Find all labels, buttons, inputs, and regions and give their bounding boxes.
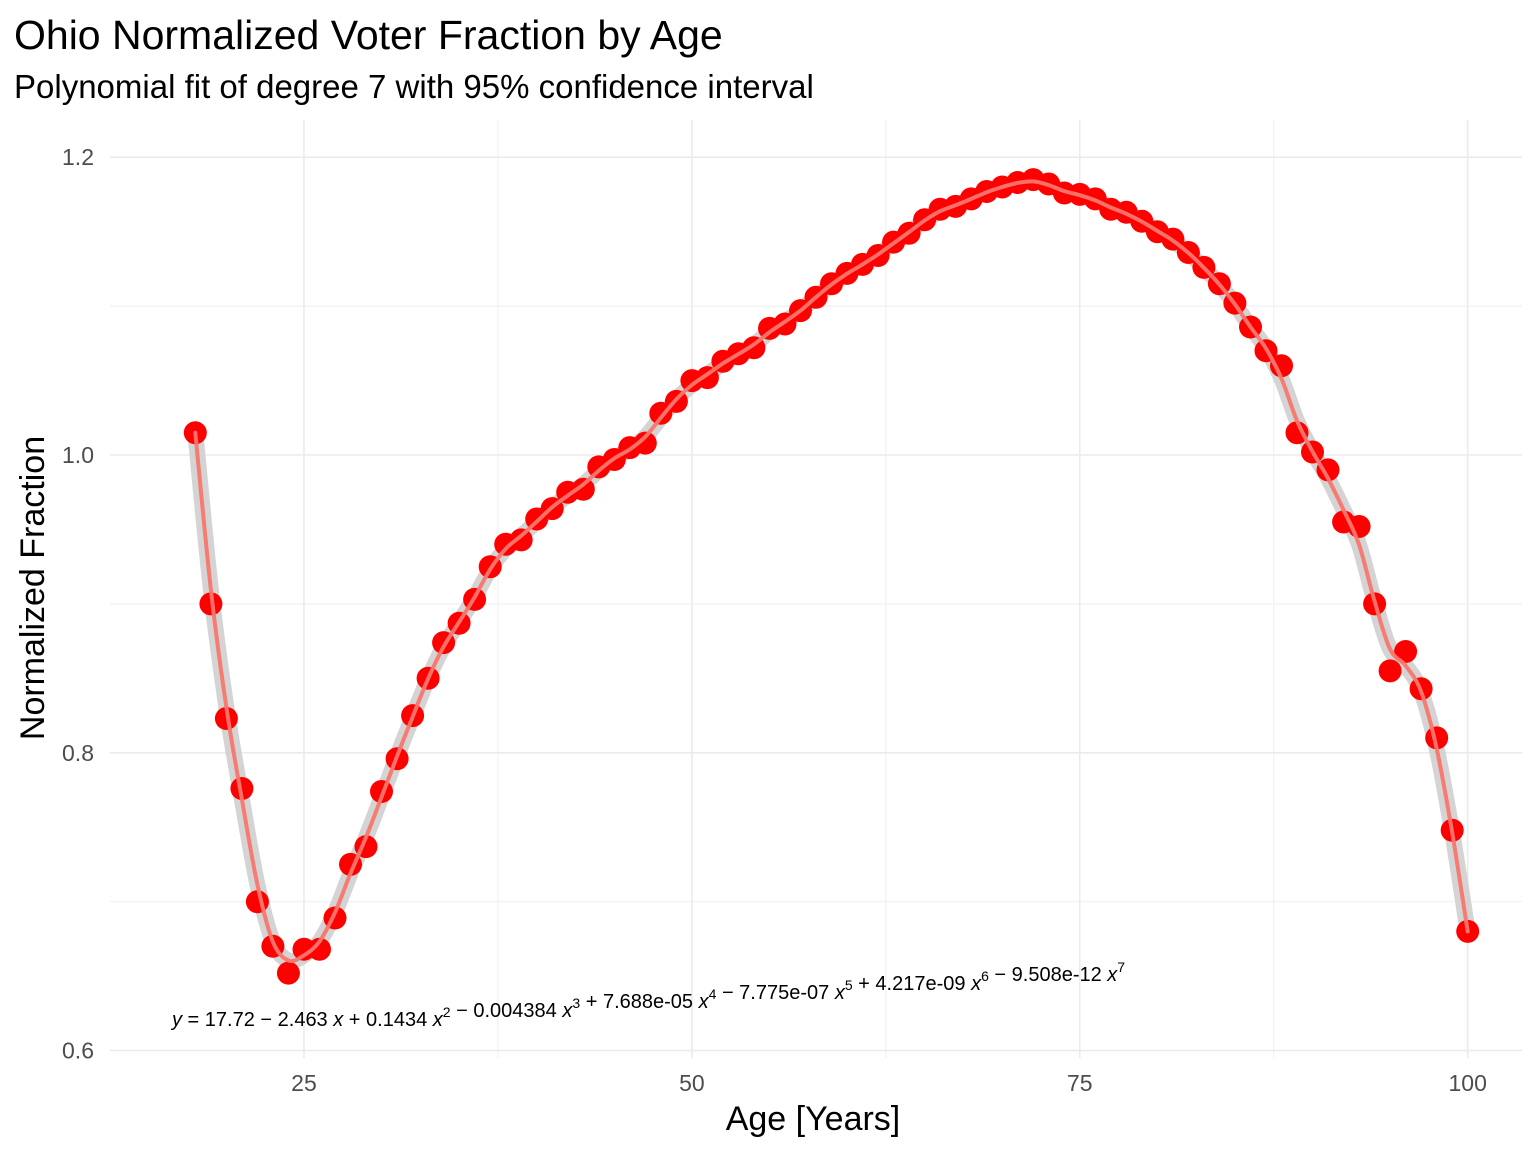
grid-major: [110, 120, 1522, 1058]
x-tick-label: 25: [291, 1070, 317, 1096]
data-point: [1378, 659, 1402, 683]
chart-subtitle: Polynomial fit of degree 7 with 95% conf…: [14, 68, 814, 105]
x-tick-label: 75: [1067, 1070, 1093, 1096]
x-tick-label: 50: [679, 1070, 705, 1096]
data-point: [633, 431, 657, 455]
data-point: [308, 937, 331, 961]
data-point: [1394, 640, 1418, 663]
data-point: [276, 961, 300, 985]
chart-title: Ohio Normalized Voter Fraction by Age: [14, 12, 723, 58]
confidence-band-area: [187, 173, 1476, 970]
x-tick-label: 100: [1449, 1070, 1487, 1096]
fit-line: [193, 179, 1470, 964]
data-point: [1316, 458, 1340, 482]
x-tick-labels: 25 50 75 100: [291, 1070, 1487, 1096]
x-axis-title: Age [Years]: [726, 1100, 901, 1138]
fit-equation: y = 17.72 − 2.463 x + 0.1434 x2 − 0.0043…: [170, 959, 1125, 1031]
data-points: [183, 168, 1480, 985]
data-point: [509, 528, 533, 552]
y-axis-title: Normalized Fraction: [14, 436, 52, 740]
data-point: [1285, 421, 1309, 445]
y-tick-label: 1.0: [62, 442, 94, 468]
y-tick-label: 1.2: [62, 144, 94, 170]
data-point: [1270, 354, 1293, 378]
y-tick-label: 0.8: [62, 740, 94, 766]
data-point: [571, 477, 595, 501]
fit-curve: [193, 179, 1470, 964]
y-tick-label: 0.6: [62, 1038, 94, 1064]
grid-minor: [110, 120, 1522, 1058]
confidence-band: [187, 173, 1476, 970]
y-tick-labels: 0.6 0.8 1.0 1.2: [62, 144, 94, 1063]
